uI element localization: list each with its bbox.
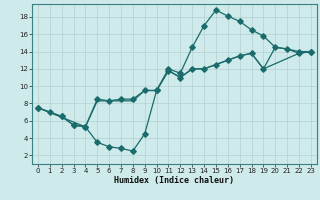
X-axis label: Humidex (Indice chaleur): Humidex (Indice chaleur): [115, 176, 234, 185]
